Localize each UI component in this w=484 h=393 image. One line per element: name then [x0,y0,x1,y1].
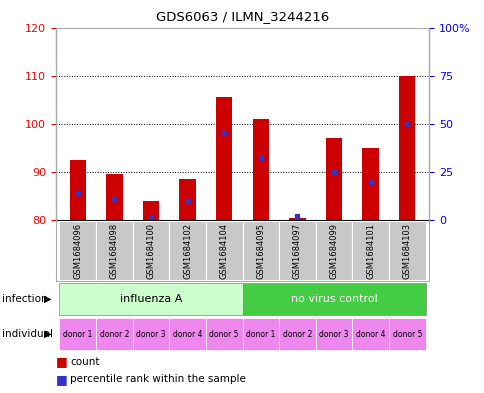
Bar [362,148,378,220]
Bar [179,179,196,220]
Text: individual: individual [2,329,53,339]
Text: GSM1684100: GSM1684100 [146,222,155,279]
Text: count: count [70,356,100,367]
Bar [252,119,269,220]
Bar [278,318,315,350]
Bar [278,221,315,280]
Text: GSM1684098: GSM1684098 [110,222,119,279]
Bar [242,318,278,350]
Text: donor 3: donor 3 [136,330,166,338]
Bar [69,160,86,220]
Bar [242,283,424,314]
Bar [288,218,305,220]
Bar [351,221,388,280]
Text: ▶: ▶ [44,294,51,304]
Text: GSM1684102: GSM1684102 [182,222,192,279]
Bar [215,97,232,220]
Text: donor 1: donor 1 [63,330,92,338]
Bar [206,318,242,350]
Text: infection: infection [2,294,48,304]
Text: GSM1684101: GSM1684101 [365,222,374,279]
Text: ■: ■ [56,355,67,368]
Text: percentile rank within the sample: percentile rank within the sample [70,374,246,384]
Bar [133,221,169,280]
Bar [388,221,424,280]
Text: GSM1684099: GSM1684099 [329,222,338,279]
Bar [169,221,206,280]
Text: donor 2: donor 2 [282,330,312,338]
Text: donor 4: donor 4 [172,330,202,338]
Bar [325,138,342,220]
Text: GSM1684096: GSM1684096 [73,222,82,279]
Bar [315,318,351,350]
Text: donor 4: donor 4 [355,330,385,338]
Bar [388,318,424,350]
Bar [96,318,133,350]
Bar [398,75,415,220]
Bar [169,318,206,350]
Text: GSM1684095: GSM1684095 [256,222,265,279]
Bar [142,201,159,220]
Text: donor 3: donor 3 [318,330,348,338]
Text: ■: ■ [56,373,67,386]
Text: donor 2: donor 2 [100,330,129,338]
Text: GSM1684103: GSM1684103 [402,222,411,279]
Bar [60,221,96,280]
Bar [96,221,133,280]
Bar [351,318,388,350]
Bar [60,283,242,314]
Bar [242,221,278,280]
Text: donor 5: donor 5 [392,330,421,338]
Bar [106,174,122,220]
Bar [60,318,96,350]
Text: donor 5: donor 5 [209,330,239,338]
Text: GDS6063 / ILMN_3244216: GDS6063 / ILMN_3244216 [155,10,329,23]
Text: donor 1: donor 1 [245,330,275,338]
Text: GSM1684097: GSM1684097 [292,222,302,279]
Bar [206,221,242,280]
Text: no virus control: no virus control [290,294,377,304]
Bar [315,221,351,280]
Bar [133,318,169,350]
Text: influenza A: influenza A [120,294,182,304]
Text: ▶: ▶ [44,329,51,339]
Text: GSM1684104: GSM1684104 [219,222,228,279]
